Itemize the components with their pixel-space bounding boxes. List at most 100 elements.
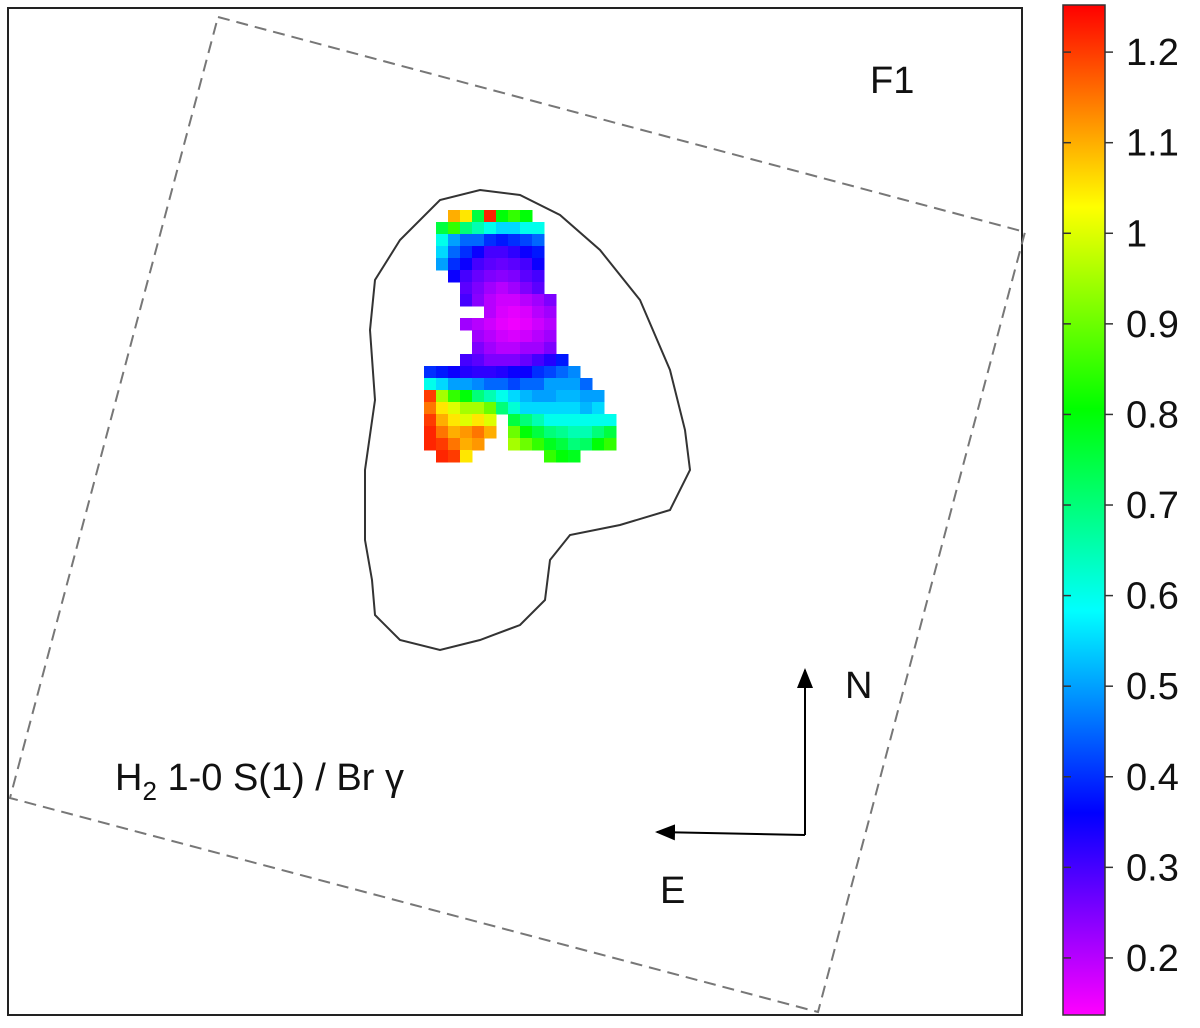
pixel	[472, 402, 485, 415]
pixel	[472, 354, 485, 367]
pixel	[460, 246, 473, 259]
field-outline	[8, 15, 1027, 1014]
pixel	[436, 222, 449, 235]
pixel	[436, 438, 449, 451]
pixel	[508, 222, 521, 235]
pixel	[436, 414, 449, 427]
pixel	[448, 246, 461, 259]
colorbar-tick-label: 0.3	[1126, 847, 1179, 889]
pixel	[484, 246, 497, 259]
pixel	[532, 234, 545, 247]
pixel	[484, 378, 497, 391]
pixel	[484, 390, 497, 403]
pixel	[472, 330, 485, 343]
pixel	[460, 426, 473, 439]
pixel	[580, 414, 593, 427]
pixel	[448, 414, 461, 427]
pixel	[448, 438, 461, 451]
pixel	[424, 378, 437, 391]
pixel	[472, 210, 485, 223]
colorbar-tick-label: 0.4	[1126, 757, 1179, 799]
pixel	[544, 402, 557, 415]
label-base: H	[115, 757, 142, 799]
pixel	[484, 402, 497, 415]
pixel	[472, 294, 485, 307]
pixel	[508, 330, 521, 343]
pixel	[484, 270, 497, 283]
pixel	[436, 366, 449, 379]
pixel	[484, 366, 497, 379]
pixel	[556, 378, 569, 391]
pixel	[460, 354, 473, 367]
pixel	[532, 306, 545, 319]
pixel	[544, 318, 557, 331]
pixel	[544, 366, 557, 379]
pixel	[568, 402, 581, 415]
pixel	[436, 258, 449, 271]
pixel	[448, 366, 461, 379]
pixel	[448, 222, 461, 235]
pixel	[508, 258, 521, 271]
pixel	[472, 378, 485, 391]
pixel	[532, 390, 545, 403]
pixel	[532, 366, 545, 379]
pixel	[472, 318, 485, 331]
field-label: F1	[870, 60, 914, 102]
pixel	[424, 414, 437, 427]
pixel	[568, 426, 581, 439]
pixel	[472, 426, 485, 439]
pixel	[532, 258, 545, 271]
pixel	[436, 402, 449, 415]
pixel	[580, 402, 593, 415]
contour	[364, 188, 692, 652]
pixel	[484, 354, 497, 367]
pixel	[532, 378, 545, 391]
pixel	[520, 222, 533, 235]
pixel	[580, 438, 593, 451]
pixel	[484, 318, 497, 331]
colorbar-tick-label: 1.2	[1126, 32, 1179, 74]
pixel	[448, 378, 461, 391]
colorbar-tick-label: 0.5	[1126, 666, 1179, 708]
pixel	[484, 306, 497, 319]
pixel	[532, 246, 545, 259]
pixel	[532, 222, 545, 235]
pixel	[472, 390, 485, 403]
pixel	[604, 414, 617, 427]
pixel	[568, 438, 581, 451]
pixel	[448, 402, 461, 415]
pixel	[532, 426, 545, 439]
pixel	[436, 246, 449, 259]
pixel	[496, 222, 509, 235]
pixel	[460, 234, 473, 247]
colorbar-tick-label: 0.2	[1126, 938, 1179, 980]
colorbar	[1062, 4, 1106, 1016]
pixel	[484, 234, 497, 247]
pixel	[424, 426, 437, 439]
label-rest: 1-0 S(1) / Br γ	[157, 757, 404, 799]
pixel	[508, 270, 521, 283]
pixel	[520, 234, 533, 247]
pixel	[508, 294, 521, 307]
pixel	[520, 378, 533, 391]
pixel	[448, 258, 461, 271]
pixel	[472, 222, 485, 235]
pixel	[556, 450, 569, 463]
label-subscript: 2	[142, 776, 156, 806]
pixel	[532, 270, 545, 283]
north-label: N	[845, 665, 872, 707]
pixel	[436, 390, 449, 403]
pixel	[496, 282, 509, 295]
pixel	[460, 438, 473, 451]
pixel	[520, 402, 533, 415]
pixel	[460, 414, 473, 427]
pixel	[520, 294, 533, 307]
colorbar-tick-label: 0.7	[1126, 485, 1179, 527]
pixel	[556, 402, 569, 415]
pixel	[544, 342, 557, 355]
pixel	[544, 438, 557, 451]
pixel	[496, 378, 509, 391]
pixel	[520, 438, 533, 451]
map-frame	[7, 7, 1023, 1016]
